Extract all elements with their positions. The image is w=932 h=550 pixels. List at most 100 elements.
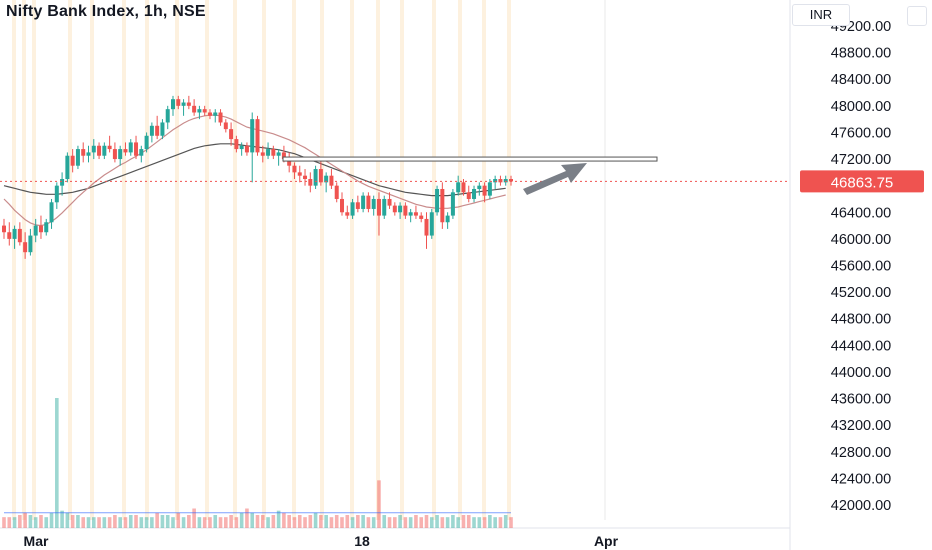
- candle-body: [229, 129, 234, 140]
- y-tick-label: 42400.00: [831, 471, 891, 487]
- y-tick-label: 47600.00: [831, 125, 891, 141]
- candle-body: [461, 182, 466, 193]
- candle-body: [482, 185, 487, 196]
- candle-body: [498, 179, 503, 183]
- volume-bar: [176, 512, 181, 528]
- volume-bar: [255, 515, 260, 528]
- session-band: [32, 0, 36, 520]
- volume-bar: [65, 512, 70, 528]
- candle-body: [2, 225, 6, 233]
- volume-bar: [440, 517, 445, 528]
- candle-body: [419, 215, 424, 219]
- volume-bar: [340, 517, 344, 528]
- volume-bar: [113, 515, 117, 528]
- volume-bar: [414, 515, 418, 528]
- volume-bar: [224, 517, 228, 528]
- session-band: [262, 0, 266, 520]
- volume-bar: [403, 517, 408, 528]
- candle-body: [250, 119, 255, 153]
- volume-bar: [387, 517, 392, 528]
- candle-body: [149, 125, 154, 136]
- candle-body: [223, 122, 228, 130]
- candle-body: [65, 155, 70, 180]
- candle-body: [91, 145, 96, 153]
- volume-bar: [39, 515, 43, 528]
- y-tick-label: 44000.00: [831, 365, 891, 381]
- volume-bar: [55, 398, 59, 528]
- volume-bar: [181, 517, 186, 528]
- x-tick-label: Apr: [594, 533, 619, 549]
- chart-title: Nifty Bank Index, 1h, NSE: [6, 3, 206, 20]
- volume-bar: [44, 517, 49, 528]
- volume-bar: [28, 515, 33, 528]
- candle-body: [112, 149, 117, 160]
- candle-body: [234, 139, 239, 150]
- candle-body: [324, 175, 329, 183]
- y-tick-label: 48400.00: [831, 72, 891, 88]
- candle-body: [276, 152, 281, 156]
- candle-body: [503, 179, 508, 183]
- volume-bar: [461, 515, 466, 528]
- session-band: [145, 0, 149, 520]
- volume-bar: [81, 517, 86, 528]
- candle-body: [329, 175, 334, 186]
- volume-bar: [297, 515, 302, 528]
- session-band: [68, 0, 72, 520]
- session-band: [233, 0, 237, 520]
- candle-body: [281, 152, 286, 160]
- session-band: [175, 0, 179, 520]
- session-band: [376, 0, 380, 520]
- volume-bar: [97, 517, 101, 528]
- candle-body: [413, 212, 418, 216]
- volume-bar: [324, 515, 328, 528]
- candle-body: [60, 179, 65, 186]
- volume-bar: [213, 515, 218, 528]
- fast-moving-average: [3, 114, 506, 227]
- volume-bar: [466, 515, 471, 528]
- y-tick-label: 45200.00: [831, 285, 891, 301]
- volume-bar: [197, 517, 202, 528]
- session-band: [400, 0, 404, 520]
- volume-bar: [23, 512, 27, 528]
- resistance-zone: [282, 156, 658, 162]
- volume-bar: [377, 480, 381, 528]
- axis-settings-icon[interactable]: [907, 6, 927, 26]
- volume-bar: [371, 517, 376, 528]
- volume-bar: [155, 512, 159, 528]
- candle-body: [181, 102, 186, 106]
- session-band: [292, 0, 296, 520]
- volume-bar: [128, 515, 133, 528]
- candle-body: [334, 185, 339, 199]
- candle-body: [366, 195, 371, 209]
- candle-body: [355, 202, 360, 209]
- candle-body: [340, 198, 344, 213]
- volume-bar: [308, 515, 313, 528]
- candle-body: [54, 185, 59, 203]
- candle-body: [424, 218, 429, 236]
- y-tick-label: 46400.00: [831, 205, 891, 221]
- candle-body: [382, 198, 387, 216]
- session-band: [458, 0, 462, 520]
- candle-body: [44, 222, 49, 233]
- volume-bar: [361, 515, 365, 528]
- y-tick-label: 48000.00: [831, 99, 891, 115]
- candle-body: [75, 149, 80, 166]
- session-band: [482, 0, 486, 520]
- volume-bar: [33, 517, 38, 528]
- volume-bar: [18, 515, 22, 528]
- currency-button[interactable]: INR: [792, 4, 850, 26]
- volume-bar: [303, 517, 307, 528]
- candle-body: [12, 228, 17, 239]
- volume-bar: [451, 515, 455, 528]
- candle-body: [361, 195, 366, 209]
- volume-bar: [76, 515, 80, 528]
- volume-bar: [503, 515, 508, 528]
- volume-bar: [123, 517, 128, 528]
- candle-body: [165, 109, 170, 123]
- volume-bar: [435, 515, 439, 528]
- candle-body: [144, 135, 149, 150]
- candle-body: [477, 185, 482, 189]
- candle-body: [387, 198, 392, 206]
- volume-bar: [118, 517, 122, 528]
